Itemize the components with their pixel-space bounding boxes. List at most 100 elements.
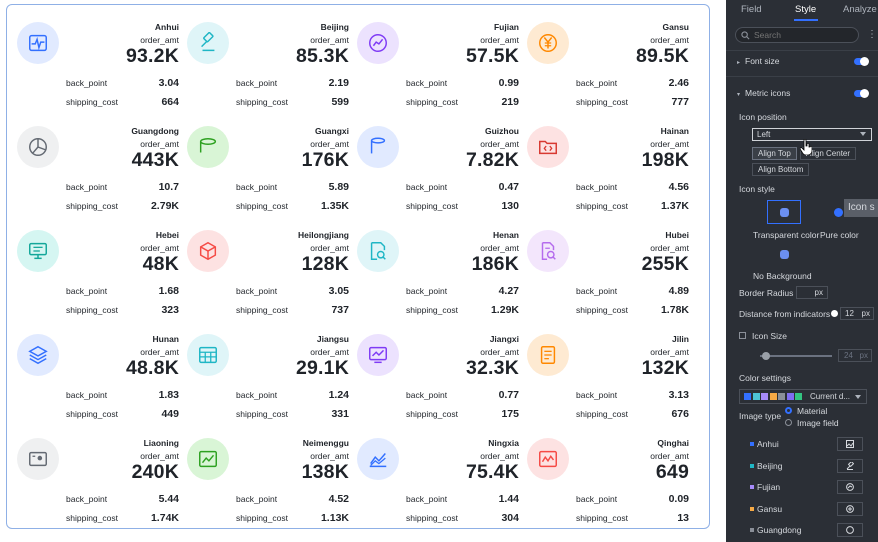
card-metric-label: order_amt — [650, 35, 689, 45]
back-point-label: back_point — [576, 390, 618, 400]
search-input[interactable] — [754, 29, 854, 41]
metric-card[interactable]: Jilin order_amt 132K back_point 3.13 shipping… — [519, 319, 689, 422]
back-point-label: back_point — [406, 390, 448, 400]
metric-card[interactable]: Fujian order_amt 57.5K back_point 0.99 shippi… — [349, 7, 519, 110]
metric-card[interactable]: Guangdong order_amt 443K back_point 10.7 ship… — [9, 111, 179, 214]
font-size-toggle[interactable] — [854, 57, 869, 66]
metric-card[interactable]: Hebei order_amt 48K back_point 1.68 shipping_… — [9, 215, 179, 318]
tab-style[interactable]: Style — [795, 4, 817, 15]
metric-card[interactable]: Hunan order_amt 48.8K back_point 1.83 shippin… — [9, 319, 179, 422]
metric-card[interactable]: Neimenggu order_amt 138K back_point 4.52 ship… — [179, 423, 349, 526]
shipping-cost-value: 449 — [161, 408, 179, 420]
icon-size-input[interactable]: 24 px — [838, 349, 872, 362]
shipping-cost-value: 304 — [501, 512, 519, 524]
back-point-value: 0.77 — [498, 389, 519, 401]
icon-size-slider-knob[interactable] — [762, 352, 770, 360]
transparent-style-icon — [780, 208, 789, 217]
metric-icons-label: Metric icons — [745, 88, 791, 98]
color-palette-select[interactable]: Current d... — [739, 389, 867, 404]
card-metric-label: order_amt — [310, 347, 349, 357]
metric-icons-toggle[interactable] — [854, 89, 869, 98]
item-icon-picker-button[interactable] — [837, 523, 863, 537]
option-align-center[interactable]: Align Center — [800, 147, 857, 160]
style-no-background-option[interactable] — [767, 244, 801, 268]
card-metric-value: 443K — [131, 149, 179, 171]
icon-size-slider[interactable] — [760, 355, 832, 357]
card-province: Ningxia — [488, 438, 519, 448]
icon-size-checkbox[interactable] — [739, 332, 746, 339]
layers-icon — [28, 345, 48, 365]
metric-icons-row[interactable]: ▾ Metric icons — [737, 88, 790, 98]
shipping-cost-value: 676 — [671, 408, 689, 420]
shipping-cost-label: shipping_cost — [576, 97, 628, 107]
font-size-row[interactable]: ▸ Font size — [737, 56, 780, 66]
item-icon-picker-button[interactable] — [837, 480, 863, 494]
border-radius-input[interactable]: px — [796, 286, 828, 299]
card-province: Guangxi — [314, 126, 349, 136]
more-menu-icon[interactable]: ⋮ — [867, 29, 877, 40]
search-icon — [741, 31, 750, 40]
metric-icon-badge — [187, 438, 229, 480]
metric-card[interactable]: Heilongjiang order_amt 128K back_point 3.05 s… — [179, 215, 349, 318]
back-point-label: back_point — [406, 286, 448, 296]
border-radius-unit: px — [814, 288, 823, 297]
item-name: Beijing — [757, 460, 783, 471]
card-metric-value: 7.82K — [465, 149, 519, 171]
radio-material[interactable] — [785, 407, 792, 414]
metric-card[interactable]: Gansu order_amt 89.5K back_point 2.46 shippin… — [519, 7, 689, 110]
card-metric-value: 29.1K — [295, 357, 349, 379]
back-point-value: 5.44 — [158, 493, 179, 505]
trend-box-icon — [539, 450, 557, 468]
style-transparent-option[interactable] — [767, 200, 801, 224]
card-metric-value: 48K — [142, 253, 179, 275]
distance-input[interactable]: 12 px — [840, 307, 874, 320]
shipping-cost-label: shipping_cost — [66, 97, 118, 107]
radio-image-field[interactable] — [785, 419, 792, 426]
hand-cursor-icon — [800, 139, 812, 155]
shipping-cost-label: shipping_cost — [406, 305, 458, 315]
search-box[interactable] — [735, 27, 859, 43]
metric-card[interactable]: Jiangxi order_amt 32.3K back_point 0.77 shipp… — [349, 319, 519, 422]
option-align-top[interactable]: Align Top — [752, 147, 797, 160]
metric-icon-badge — [357, 22, 399, 64]
option-align-bottom[interactable]: Align Bottom — [752, 163, 810, 176]
shipping-cost-label: shipping_cost — [66, 513, 118, 523]
card-metric-label: order_amt — [140, 451, 179, 461]
item-icon-picker-button[interactable] — [837, 458, 863, 473]
trend-circle-icon — [846, 483, 854, 491]
metric-card[interactable]: Qinghai order_amt 649 back_point 0.09 shippin… — [519, 423, 689, 526]
metric-card[interactable]: Guizhou order_amt 7.82K back_point 0.47 shipp… — [349, 111, 519, 214]
distance-slider-knob[interactable] — [831, 310, 838, 317]
card-metric-label: order_amt — [650, 347, 689, 357]
back-point-value: 1.44 — [498, 493, 519, 505]
metric-card[interactable]: Hubei order_amt 255K back_point 4.89 shipping… — [519, 215, 689, 318]
no-bg-style-icon — [780, 250, 789, 259]
metric-icon-badge — [527, 230, 569, 272]
metric-card[interactable]: Hainan order_amt 198K back_point 4.56 shippin… — [519, 111, 689, 214]
palette-swatch — [786, 393, 794, 400]
metric-card[interactable]: Jiangsu order_amt 29.1K back_point 1.24 shipp… — [179, 319, 349, 422]
tab-field[interactable]: Field — [741, 4, 762, 15]
back-point-value: 2.46 — [668, 77, 689, 89]
icon-position-select[interactable]: Left — [752, 128, 872, 141]
metric-icon-badge — [17, 126, 59, 168]
metric-card[interactable]: Ningxia order_amt 75.4K back_point 1.44 shipp… — [349, 423, 519, 526]
back-point-value: 10.7 — [158, 181, 179, 193]
back-point-value: 1.83 — [158, 389, 179, 401]
back-point-value: 1.68 — [158, 285, 179, 297]
metric-card[interactable]: Henan order_amt 186K back_point 4.27 shipping… — [349, 215, 519, 318]
metric-card[interactable]: Liaoning order_amt 240K back_point 5.44 shipp… — [9, 423, 179, 526]
tab-analyze[interactable]: Analyze — [843, 4, 877, 15]
metric-card[interactable]: Beijing order_amt 85.3K back_point 2.19 shipp… — [179, 7, 349, 110]
metric-card[interactable]: Anhui order_amt 93.2K back_point 3.04 shippin… — [9, 7, 179, 110]
palette-swatch — [795, 393, 802, 400]
palette-swatch — [778, 393, 785, 400]
shipping-cost-value: 1.13K — [320, 512, 349, 524]
item-icon-picker-button[interactable] — [837, 501, 863, 516]
card-metric-label: order_amt — [140, 243, 179, 253]
metric-card[interactable]: Guangxi order_amt 176K back_point 5.89 shippi… — [179, 111, 349, 214]
shipping-cost-value: 130 — [501, 200, 519, 212]
card-province: Gansu — [662, 22, 689, 32]
card-province: Beijing — [320, 22, 349, 32]
item-icon-picker-button[interactable] — [837, 437, 863, 451]
